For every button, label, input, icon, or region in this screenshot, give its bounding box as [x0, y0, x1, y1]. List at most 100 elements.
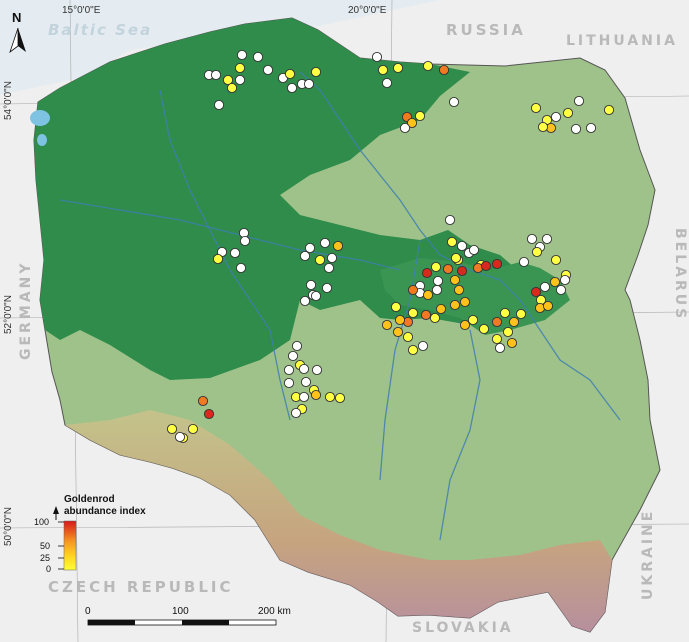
- sample-point: [417, 340, 429, 352]
- sample-point: [304, 242, 316, 254]
- sample-point: [530, 286, 542, 298]
- sample-point: [287, 350, 299, 362]
- sample-point: [459, 296, 471, 308]
- sample-point: [234, 62, 246, 74]
- sample-point: [549, 276, 561, 288]
- scale-label-100: 100: [172, 606, 189, 617]
- sample-point: [222, 74, 234, 86]
- country-label-belarus: BELARUS: [672, 228, 688, 321]
- sample-point: [321, 282, 333, 294]
- sample-point: [491, 333, 503, 345]
- sample-point: [299, 250, 311, 262]
- sample-point: [444, 214, 456, 226]
- sample-point: [562, 107, 574, 119]
- sample-point: [508, 316, 520, 328]
- sample-point: [303, 78, 315, 90]
- legend: Goldenrod abundance index 100 50 25 0: [34, 494, 146, 574]
- sample-point: [530, 102, 542, 114]
- legend-title-line2: abundance index: [64, 506, 146, 517]
- sample-point: [585, 122, 597, 134]
- sample-point: [559, 274, 571, 286]
- sample-point: [298, 391, 310, 403]
- sample-point: [311, 364, 323, 376]
- sample-point: [453, 284, 465, 296]
- sample-point: [392, 326, 404, 338]
- sample-point: [213, 99, 225, 111]
- sample-point: [480, 260, 492, 272]
- sample-point: [430, 261, 442, 273]
- sample-point: [494, 342, 506, 354]
- sample-point: [478, 323, 490, 335]
- sample-point: [300, 376, 312, 388]
- legend-title-line1: Goldenrod: [64, 494, 115, 505]
- sample-point: [377, 64, 389, 76]
- sample-point: [537, 121, 549, 133]
- sample-point: [392, 62, 404, 74]
- sample-point: [499, 307, 511, 319]
- sample-point: [407, 307, 419, 319]
- sample-point: [422, 289, 434, 301]
- sample-point: [491, 258, 503, 270]
- sample-point: [203, 408, 215, 420]
- sample-point: [283, 364, 295, 376]
- sample-point: [212, 253, 224, 265]
- sample-point: [166, 423, 178, 435]
- sample-point: [326, 252, 338, 264]
- sample-point: [323, 262, 335, 274]
- sample-point: [570, 123, 582, 135]
- sample-point: [286, 82, 298, 94]
- sample-point: [506, 337, 518, 349]
- country-label-lithuania: LITHUANIA: [566, 33, 678, 49]
- sample-point: [573, 95, 585, 107]
- sample-point: [291, 340, 303, 352]
- sample-points: [166, 49, 615, 444]
- country-label-russia: RUSSIA: [446, 21, 526, 39]
- legend-gradient-bar: [63, 520, 77, 571]
- sample-point: [429, 312, 441, 324]
- sample-point: [459, 319, 471, 331]
- sample-point: [406, 117, 418, 129]
- legend-tick-50: 50: [40, 541, 50, 551]
- latitude-label-54n: 54°0'0"N: [3, 81, 14, 120]
- sample-point: [284, 68, 296, 80]
- sample-point: [174, 431, 186, 443]
- sample-point: [603, 104, 615, 116]
- sample-point: [310, 290, 322, 302]
- sample-point: [422, 60, 434, 72]
- sample-point: [239, 235, 251, 247]
- sample-point: [390, 301, 402, 313]
- sample-point: [468, 244, 480, 256]
- sample-point: [394, 314, 406, 326]
- sample-point: [252, 51, 264, 63]
- sample-point: [187, 423, 199, 435]
- sample-point: [526, 233, 538, 245]
- sample-point: [442, 263, 454, 275]
- sample-point: [432, 275, 444, 287]
- sample-point: [334, 392, 346, 404]
- sample-point: [262, 64, 274, 76]
- north-arrow-icon: N: [9, 10, 26, 54]
- sample-point: [539, 281, 551, 293]
- scale-label-200km: 200 km: [258, 606, 291, 617]
- sea-label: Baltic Sea: [48, 21, 152, 39]
- sample-point: [299, 295, 311, 307]
- country-label-czech: CZECH REPUBLIC: [48, 578, 233, 596]
- latitude-label-50n: 50°0'0"N: [3, 507, 14, 546]
- sample-point: [407, 344, 419, 356]
- sample-point: [381, 319, 393, 331]
- legend-tick-0: 0: [46, 564, 51, 574]
- sample-point: [467, 314, 479, 326]
- sample-point: [541, 233, 553, 245]
- sample-point: [310, 389, 322, 401]
- sample-point: [414, 110, 426, 122]
- sample-point: [491, 316, 503, 328]
- country-label-germany: GERMANY: [18, 261, 34, 360]
- sample-point: [314, 254, 326, 266]
- sample-point: [324, 391, 336, 403]
- sample-point: [431, 284, 443, 296]
- sample-point: [407, 284, 419, 296]
- sample-point: [235, 262, 247, 274]
- sample-point: [421, 267, 433, 279]
- sample-point: [456, 265, 468, 277]
